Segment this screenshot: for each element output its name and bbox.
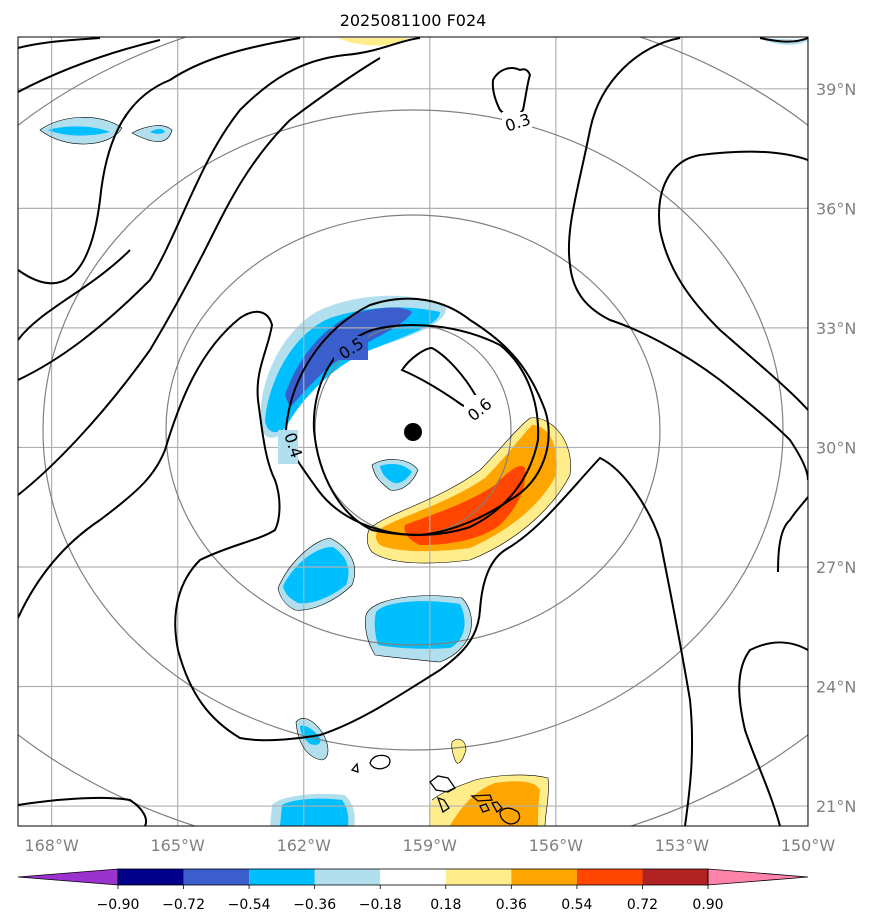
- colorbar-segment: [642, 869, 708, 885]
- colorbar-extend-high: [707, 868, 809, 886]
- map-title: 2025081100 F024: [340, 11, 487, 30]
- contour-lines: [18, 37, 808, 826]
- colorbar-tick-label: 0.54: [561, 897, 592, 913]
- shaded-field-negative: [40, 38, 808, 826]
- range-rings: [18, 37, 808, 826]
- lat-tick-label: 33°N: [816, 319, 856, 338]
- grid-lines: [18, 37, 808, 826]
- colorbar-segment: [380, 869, 446, 885]
- colorbar: −0.90 −0.72 −0.54 −0.36 −0.18 0.18 0.36 0.54 0.7…: [17, 868, 809, 913]
- lat-tick-label: 21°N: [816, 797, 856, 816]
- storm-center-marker: [404, 423, 422, 441]
- colorbar-segment: [183, 869, 250, 885]
- lon-tick-label: 156°W: [529, 836, 584, 855]
- map-frame: [17, 36, 809, 827]
- colorbar-frame: [117, 868, 709, 886]
- lon-tick-label: 150°W: [781, 836, 836, 855]
- colorbar-extend-low: [17, 868, 119, 886]
- colorbar-tick-label: 0.72: [627, 897, 658, 913]
- lon-tick-label: 168°W: [24, 836, 79, 855]
- map-area: [18, 37, 808, 826]
- colorbar-tick-label: −0.72: [162, 897, 205, 913]
- lon-tick-label: 162°W: [277, 836, 332, 855]
- lat-tick-label: 36°N: [816, 199, 856, 218]
- colorbar-tick-label: −0.36: [293, 897, 336, 913]
- colorbar-segment: [576, 869, 643, 885]
- colorbar-segment: [314, 869, 381, 885]
- lat-tick-label: 27°N: [816, 558, 856, 577]
- colorbar-segment: [118, 869, 184, 885]
- colorbar-segment: [445, 869, 512, 885]
- lat-tick-label: 30°N: [816, 438, 856, 457]
- colorbar-segment: [249, 869, 315, 885]
- coastlines: [350, 754, 521, 825]
- colorbar-tick-label: 0.36: [496, 897, 527, 913]
- colorbar-tick-label: 0.90: [692, 897, 723, 913]
- lat-tick-label: 24°N: [816, 678, 856, 697]
- lat-tick-label: 39°N: [816, 80, 856, 99]
- colorbar-tick-label: −0.90: [97, 897, 140, 913]
- lon-tick-label: 153°W: [655, 836, 710, 855]
- colorbar-tick-label: 0.18: [430, 897, 461, 913]
- lon-tick-label: 165°W: [151, 836, 206, 855]
- longitude-labels: 168°W 165°W 162°W 159°W 156°W 153°W 150°W: [24, 836, 835, 855]
- colorbar-tick-label: −0.18: [359, 897, 402, 913]
- colorbar-segment: [511, 869, 577, 885]
- latitude-labels: 21°N 24°N 27°N 30°N 33°N 36°N 39°N: [816, 80, 856, 816]
- colorbar-tick-label: −0.54: [228, 897, 271, 913]
- lon-tick-label: 159°W: [403, 836, 458, 855]
